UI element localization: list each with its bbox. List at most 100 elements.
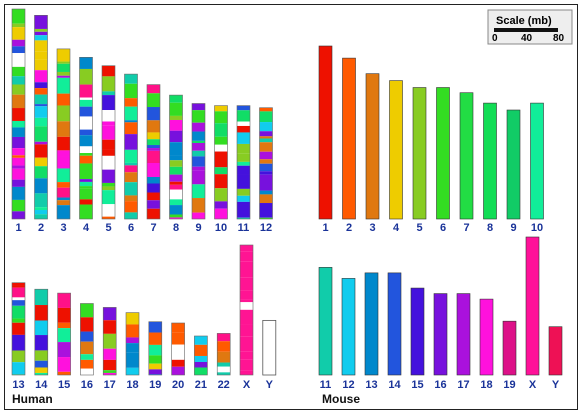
chromosome-band — [34, 214, 48, 219]
chromosome-band — [34, 51, 48, 60]
chromosome-band — [12, 287, 25, 298]
chromosome-band — [57, 121, 70, 137]
chromosome-band — [34, 94, 48, 105]
mouse-chromosome-body — [456, 293, 471, 376]
chromosome-band — [80, 354, 94, 360]
chromosome-outline — [34, 288, 49, 376]
chromosome-band — [240, 261, 253, 278]
chromosome-band — [192, 166, 205, 171]
chromosome-band — [259, 122, 273, 132]
chromosome-band — [124, 122, 138, 135]
chromosome-band — [12, 305, 25, 319]
mouse-chromosome-label: 6 — [440, 222, 446, 234]
chromosome-band — [171, 323, 185, 333]
chromosome-band — [80, 359, 94, 369]
chromosome-band — [57, 77, 70, 94]
human-chromosome-label: 10 — [215, 222, 227, 234]
chromosome-band — [214, 136, 228, 145]
chromosome-band — [169, 214, 183, 218]
mouse-chromosome-body — [318, 267, 333, 376]
chromosome-band — [192, 150, 205, 157]
chromosome-band — [12, 179, 25, 187]
mouse-chromosome-label: 14 — [388, 379, 401, 391]
chromosome-band — [259, 203, 273, 218]
chromosome-band — [240, 370, 253, 375]
chromosome-band — [124, 201, 138, 213]
chromosome-band — [79, 146, 93, 154]
chromosome-band — [34, 350, 48, 361]
human-chromosome-12: 12 — [259, 107, 273, 234]
chromosome-outline — [34, 15, 48, 220]
chromosome-band — [57, 182, 70, 188]
mouse-chromosome-label: 18 — [480, 379, 492, 391]
human-chromosome-15: 15 — [57, 292, 71, 391]
chromosome-band — [126, 324, 139, 338]
chromosome-band — [79, 135, 93, 147]
chromosome-band — [57, 61, 70, 64]
chromosome-outline — [259, 107, 273, 220]
chromosome-band — [12, 168, 25, 180]
mouse-chromosome-10: 10 — [530, 102, 544, 234]
chromosome-band — [169, 205, 183, 215]
chromosome-band — [147, 139, 160, 146]
chromosome-band — [79, 199, 93, 205]
chromosome-band — [57, 71, 70, 76]
human-chromosome-label: X — [243, 379, 251, 391]
chromosome-band — [34, 59, 48, 71]
mouse-chromosome-body — [548, 326, 563, 376]
chromosome-band — [169, 189, 183, 200]
mouse-chromosome-Y: Y — [548, 326, 563, 391]
human-chromosome-11: 11 — [236, 105, 251, 234]
mouse-chromosome-body — [506, 109, 521, 220]
chromosome-band — [34, 28, 48, 32]
human-chromosome-20: 20 — [171, 322, 185, 391]
chromosome-band — [103, 333, 117, 349]
chromosome-band — [79, 188, 93, 200]
human-chromosomes-row-1: 1 2 3 4 5 6 7 8 9 10 11 12 — [11, 8, 273, 234]
mouse-chromosome-4: 4 — [389, 80, 403, 234]
mouse-chromosome-body — [389, 80, 403, 220]
chromosome-band — [79, 204, 93, 219]
chromosome-band — [237, 121, 250, 126]
chromosome-band — [237, 105, 250, 111]
human-chromosome-label: 4 — [83, 222, 90, 234]
chromosome-band — [102, 155, 115, 170]
chromosome-band — [237, 188, 250, 196]
mouse-chromosome-label: 19 — [503, 379, 515, 391]
chromosome-band — [192, 143, 205, 151]
chromosome-band — [147, 162, 160, 177]
chromosome-band — [12, 334, 25, 351]
chromosome-band — [102, 149, 115, 156]
chromosome-band — [171, 366, 185, 375]
human-chromosome-label: 21 — [195, 379, 207, 391]
chromosome-band — [80, 331, 94, 342]
chromosome-band — [169, 160, 183, 167]
chromosome-outline — [146, 84, 161, 220]
chromosome-band — [192, 122, 205, 132]
chromosome-band — [214, 188, 228, 202]
chromosome-band — [147, 132, 160, 140]
chromosome-band — [12, 66, 25, 77]
chromosome-band — [259, 159, 273, 164]
human-chromosome-label: 19 — [149, 379, 161, 391]
chromosome-band — [102, 139, 115, 150]
chromosome-outline — [101, 65, 116, 220]
mouse-chromosome-body — [483, 102, 497, 220]
chromosome-band — [259, 138, 273, 143]
chromosome-band — [147, 200, 160, 209]
human-chromosome-body — [262, 319, 277, 376]
chromosome-band — [194, 355, 208, 362]
chromosome-band — [148, 369, 162, 375]
chromosome-band — [102, 95, 115, 111]
chromosome-band — [147, 120, 160, 133]
chromosome-band — [34, 289, 48, 306]
human-chromosome-label: 2 — [38, 222, 44, 234]
chromosome-band — [237, 217, 250, 219]
chromosome-band — [79, 84, 93, 98]
chromosome-band — [102, 182, 115, 187]
mouse-chromosome-label: 9 — [510, 222, 516, 234]
chromosome-band — [148, 321, 162, 333]
mouse-chromosome-label: 12 — [342, 379, 354, 391]
chromosome-outline — [11, 8, 26, 220]
chromosome-band — [259, 174, 273, 191]
